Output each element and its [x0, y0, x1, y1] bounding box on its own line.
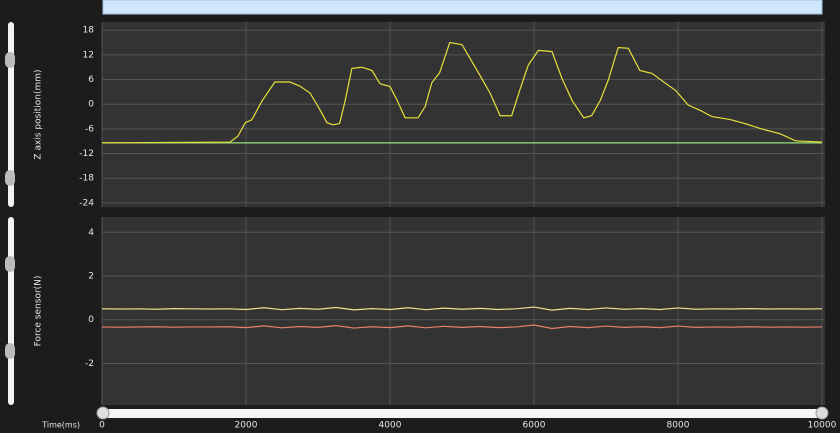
- time-slider[interactable]: [97, 409, 828, 418]
- y-tick-label: -6: [85, 124, 94, 134]
- slider-handle[interactable]: [5, 52, 15, 68]
- plot-area: [102, 22, 825, 207]
- left-slider-z[interactable]: [8, 22, 14, 207]
- y-tick-label: 0: [88, 100, 94, 110]
- y-axis-label: Z axis position(mm): [34, 69, 44, 159]
- time-slider-handle[interactable]: [815, 406, 829, 420]
- data-line: [101, 306, 823, 311]
- y-tick-label: -24: [79, 198, 94, 208]
- slider-handle[interactable]: [5, 170, 15, 186]
- y-tick-label: 2: [88, 272, 94, 282]
- data-line: [101, 324, 823, 330]
- left-slider-force[interactable]: [8, 217, 14, 405]
- y-tick-label: -2: [85, 359, 94, 369]
- top-panel: [102, 0, 823, 15]
- time-slider-handle[interactable]: [96, 406, 110, 420]
- y-tick-label: 4: [88, 228, 94, 238]
- y-tick-label: -18: [79, 174, 94, 184]
- x-tick-label: 2000: [235, 421, 258, 431]
- x-tick-label: 4000: [379, 421, 402, 431]
- slider-handle[interactable]: [5, 343, 15, 359]
- slider-handle[interactable]: [5, 256, 15, 272]
- y-tick-label: 6: [88, 75, 94, 85]
- y-tick-label: 12: [83, 50, 94, 60]
- x-tick-label: 8000: [667, 421, 690, 431]
- y-tick-label: 18: [83, 26, 95, 36]
- data-line: [101, 41, 823, 144]
- y-tick-label: -12: [79, 149, 94, 159]
- x-axis-label: Time(ms): [41, 421, 80, 430]
- x-tick-label: 0: [99, 421, 105, 431]
- x-tick-label: 10000: [808, 421, 837, 431]
- y-axis-label: Force sensor(N): [34, 276, 44, 347]
- x-tick-label: 6000: [523, 421, 546, 431]
- y-tick-label: 0: [88, 315, 94, 325]
- plot-area: [102, 217, 825, 405]
